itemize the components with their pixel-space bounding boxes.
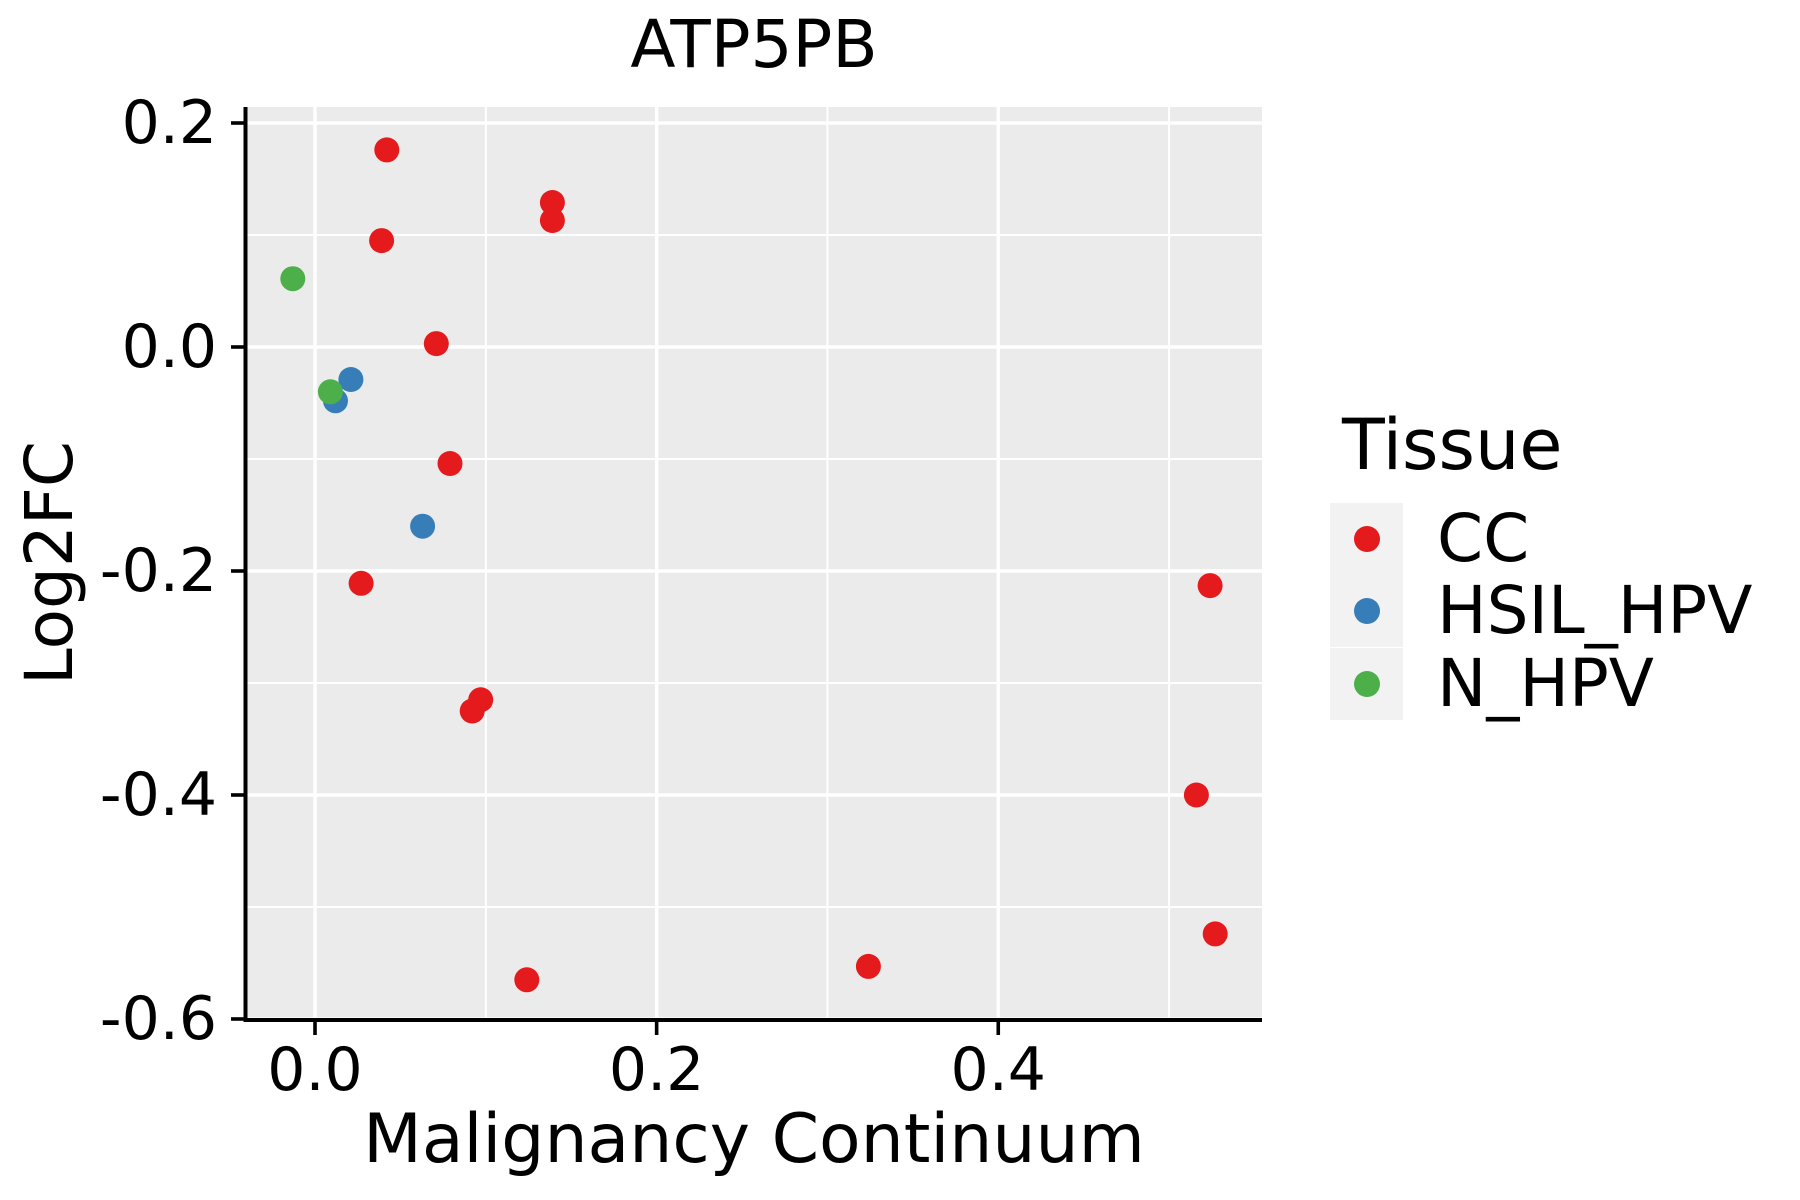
legend-entry-HSIL_HPV: HSIL_HPV xyxy=(1330,572,1753,650)
legend-swatch-CC xyxy=(1353,526,1380,552)
legend-label: CC xyxy=(1437,500,1530,577)
point-CC xyxy=(855,953,881,979)
point-CC xyxy=(1202,921,1228,947)
point-HSIL_HPV xyxy=(410,513,436,539)
legend-title: Tissue xyxy=(1342,404,1563,486)
plot-title: ATP5PB xyxy=(630,6,878,83)
legend-label: N_HPV xyxy=(1437,644,1654,722)
x-tick-label: 0.2 xyxy=(608,1035,705,1105)
point-HSIL_HPV xyxy=(338,367,364,392)
point-CC xyxy=(374,137,400,163)
legend-label: HSIL_HPV xyxy=(1437,572,1753,650)
y-tick-label: 0.2 xyxy=(121,88,217,158)
point-CC xyxy=(423,331,449,357)
point-N_HPV xyxy=(317,379,343,405)
legend-swatch-HSIL_HPV xyxy=(1353,598,1380,625)
point-CC xyxy=(539,208,565,233)
panel-background xyxy=(246,107,1262,1020)
legend-key xyxy=(1330,647,1403,720)
legend-key xyxy=(1330,575,1403,648)
y-tick-label: 0.0 xyxy=(121,312,217,382)
point-CC xyxy=(459,698,485,724)
legend-key xyxy=(1330,503,1403,575)
y-tick-label: -0.2 xyxy=(99,536,217,606)
x-tick-label: 0.0 xyxy=(267,1035,363,1105)
point-CC xyxy=(369,228,395,254)
y-tick-label: -0.4 xyxy=(99,759,217,830)
point-CC xyxy=(1183,782,1209,808)
point-CC xyxy=(348,570,374,596)
point-CC xyxy=(514,967,540,993)
x-tick-label: 0.4 xyxy=(950,1035,1046,1105)
legend-entry-CC: CC xyxy=(1330,503,1529,575)
point-CC xyxy=(437,451,463,476)
x-axis-title: Malignancy Continuum xyxy=(363,1100,1145,1179)
legend-swatch-N_HPV xyxy=(1353,670,1380,697)
point-CC xyxy=(1197,573,1223,599)
point-N_HPV xyxy=(280,266,306,292)
y-tick-label: -0.6 xyxy=(99,983,217,1054)
legend-entry-N_HPV: N_HPV xyxy=(1330,644,1654,722)
point-CC xyxy=(539,190,565,215)
